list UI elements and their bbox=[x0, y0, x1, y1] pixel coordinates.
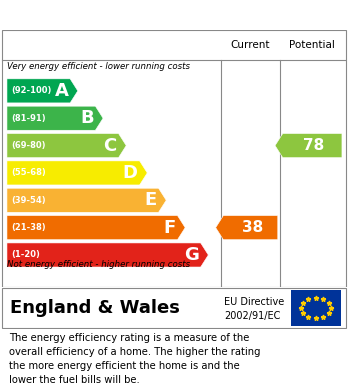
Text: Very energy efficient - lower running costs: Very energy efficient - lower running co… bbox=[7, 62, 190, 71]
Polygon shape bbox=[7, 188, 166, 212]
Polygon shape bbox=[216, 215, 278, 240]
Text: (69-80): (69-80) bbox=[11, 141, 46, 150]
Polygon shape bbox=[7, 79, 78, 103]
Text: (1-20): (1-20) bbox=[11, 251, 40, 260]
Polygon shape bbox=[7, 215, 185, 240]
Bar bbox=[291, 291, 341, 326]
Text: F: F bbox=[164, 219, 176, 237]
Polygon shape bbox=[7, 161, 147, 185]
Text: (55-68): (55-68) bbox=[11, 169, 46, 178]
Polygon shape bbox=[7, 243, 208, 267]
Polygon shape bbox=[275, 134, 342, 158]
Text: (81-91): (81-91) bbox=[11, 114, 46, 123]
Text: Not energy efficient - higher running costs: Not energy efficient - higher running co… bbox=[7, 260, 190, 269]
Text: England & Wales: England & Wales bbox=[10, 299, 180, 317]
Text: EU Directive: EU Directive bbox=[224, 297, 285, 307]
Text: E: E bbox=[144, 191, 157, 209]
Text: D: D bbox=[123, 164, 138, 182]
Text: B: B bbox=[80, 109, 94, 127]
Text: Current: Current bbox=[231, 40, 270, 50]
Text: C: C bbox=[104, 136, 117, 154]
Text: 2002/91/EC: 2002/91/EC bbox=[224, 310, 281, 321]
Text: The energy efficiency rating is a measure of the
overall efficiency of a home. T: The energy efficiency rating is a measur… bbox=[9, 334, 260, 386]
Text: 78: 78 bbox=[303, 138, 325, 153]
Text: (39-54): (39-54) bbox=[11, 196, 46, 205]
Text: 38: 38 bbox=[242, 220, 263, 235]
Polygon shape bbox=[7, 106, 103, 130]
Text: Energy Efficiency Rating: Energy Efficiency Rating bbox=[9, 7, 229, 23]
Text: Potential: Potential bbox=[290, 40, 335, 50]
Text: A: A bbox=[55, 82, 68, 100]
Polygon shape bbox=[7, 134, 126, 158]
Text: (92-100): (92-100) bbox=[11, 86, 52, 95]
Text: G: G bbox=[184, 246, 199, 264]
Text: (21-38): (21-38) bbox=[11, 223, 46, 232]
